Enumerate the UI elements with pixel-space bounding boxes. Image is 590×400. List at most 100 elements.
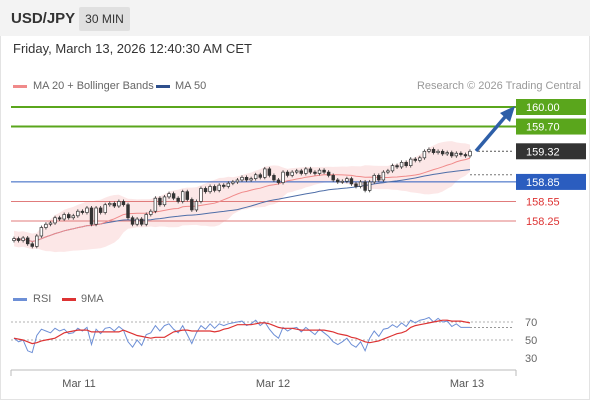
candle <box>404 162 408 166</box>
candle <box>454 152 459 157</box>
rsi-tick-label: 70 <box>525 317 537 329</box>
rsi-tick-label: 30 <box>525 353 537 365</box>
level-label-0: 160.00 <box>526 102 560 114</box>
candle <box>117 201 121 207</box>
candle <box>89 207 94 225</box>
candle <box>276 179 281 183</box>
candle <box>222 184 226 187</box>
candle <box>326 171 331 176</box>
candle <box>263 168 267 178</box>
candle <box>44 223 48 228</box>
candle <box>304 168 308 174</box>
candle <box>139 218 144 225</box>
candle <box>71 215 75 219</box>
candle <box>231 181 235 184</box>
candle <box>217 184 221 191</box>
candle <box>203 188 208 193</box>
candle <box>445 152 449 155</box>
candle <box>48 222 53 225</box>
candle <box>381 171 386 181</box>
candle <box>295 170 299 173</box>
candle <box>299 170 303 174</box>
candle <box>336 179 340 183</box>
candle <box>103 204 107 213</box>
candle <box>331 175 335 181</box>
candle <box>144 214 148 225</box>
level-label-3: 158.85 <box>526 177 560 189</box>
last-price-tag <box>516 143 586 160</box>
candle <box>16 238 21 241</box>
candle <box>409 158 413 166</box>
candle <box>35 235 39 247</box>
candle <box>171 193 176 199</box>
candle <box>94 207 98 225</box>
symbol-label: USD/JPY <box>11 10 76 27</box>
timestamp: Friday, March 13, 2026 12:40:30 AM CET <box>13 41 252 56</box>
candle <box>290 171 294 176</box>
ma50-legend-label: MA 50 <box>175 80 207 92</box>
candle <box>85 207 89 213</box>
candle <box>112 203 117 207</box>
candle <box>185 191 189 200</box>
candle <box>349 178 354 185</box>
candle <box>285 171 290 176</box>
candle <box>212 186 217 191</box>
rsi-ma-legend-swatch <box>62 298 76 301</box>
candle <box>249 178 253 181</box>
candle <box>199 188 203 202</box>
candle <box>235 179 240 183</box>
candle <box>181 191 185 202</box>
rsi-legend-swatch <box>13 298 27 301</box>
candle <box>463 154 468 157</box>
candle <box>190 199 194 211</box>
candle <box>30 243 34 247</box>
candle <box>39 227 44 237</box>
credit-text: Research © 2026 Trading Central <box>416 80 581 92</box>
level-label-5: 158.25 <box>526 216 560 228</box>
rsi-tick-label: 50 <box>525 335 537 347</box>
candle <box>308 168 313 173</box>
candle <box>431 148 436 153</box>
candle <box>395 165 399 168</box>
candle <box>176 197 180 202</box>
candle <box>253 174 258 180</box>
x-tick-label: Mar 11 <box>62 378 95 390</box>
candle <box>340 180 345 183</box>
level-label-1: 159.70 <box>526 122 560 134</box>
candle <box>258 174 262 178</box>
candle <box>372 175 376 183</box>
candle <box>126 204 130 219</box>
level-label-4: 158.55 <box>526 196 560 208</box>
candle <box>317 169 322 174</box>
candle <box>67 214 71 219</box>
level-tag-1 <box>516 118 586 135</box>
candle <box>167 193 171 198</box>
candle <box>98 207 103 213</box>
candle <box>390 165 395 172</box>
forecast-arrow <box>474 115 507 153</box>
header-bar: USD/JPY 30 MIN <box>0 0 590 36</box>
candle <box>108 203 112 206</box>
candle <box>62 214 66 220</box>
candle <box>313 171 317 174</box>
ma50-legend-swatch <box>156 85 170 88</box>
level-tag-3 <box>516 173 586 190</box>
candle <box>226 182 231 187</box>
candle <box>135 218 139 225</box>
candle <box>267 168 272 176</box>
candle <box>149 210 153 215</box>
rsi-line <box>13 316 470 354</box>
candle <box>272 175 276 181</box>
rsi-legend-label: RSI <box>33 293 52 305</box>
candle <box>12 238 16 241</box>
candle <box>244 177 249 181</box>
candle <box>130 217 135 225</box>
candle <box>422 150 427 159</box>
candle <box>281 171 285 183</box>
timeframe-button[interactable]: 30 MIN <box>79 7 130 31</box>
candle <box>240 177 244 181</box>
candle <box>440 150 445 155</box>
ma20-legend-swatch <box>13 85 27 88</box>
candle <box>367 181 372 191</box>
candle <box>21 237 25 241</box>
